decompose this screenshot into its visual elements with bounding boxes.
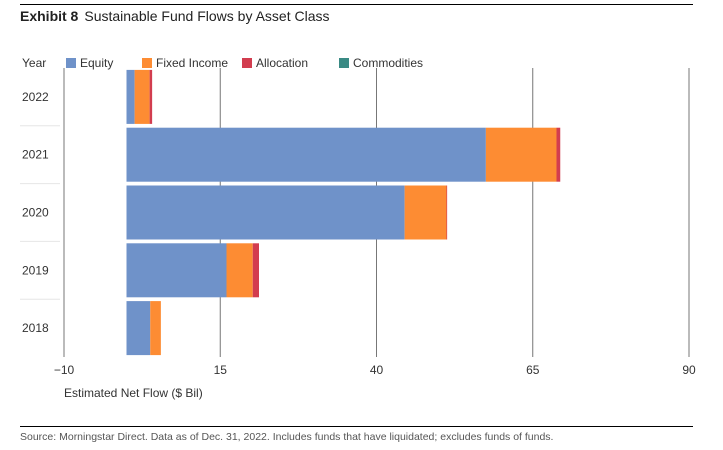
legend-swatch-commodities [339,58,349,68]
x-tick-label: 40 [370,363,384,377]
legend-swatch-fixed-income [142,58,152,68]
bar-equity-2022 [126,69,135,124]
y-tick-label: 2018 [22,321,49,335]
exhibit-label: Exhibit 8 [20,8,79,24]
bar-allocation-2021 [556,127,561,182]
exhibit-title: Sustainable Fund Flows by Asset Class [84,8,330,24]
x-tick-label: −10 [54,363,75,377]
title-rule [20,4,693,5]
chart-title: Exhibit 8 Sustainable Fund Flows by Asset… [20,8,329,24]
bar-allocation-2019 [252,243,259,298]
x-axis-label: Estimated Net Flow ($ Bil) [64,386,203,400]
bar-fixed-income-2021 [485,127,557,182]
legend-label-equity: Equity [80,56,113,70]
y-tick-label: 2019 [22,263,49,277]
footer-rule [20,426,693,427]
y-tick-label: 2021 [22,148,49,162]
bar-allocation-2022 [149,69,153,124]
x-tick-label: 15 [214,363,228,377]
bar-equity-2018 [126,301,151,356]
bar-equity-2021 [126,127,486,182]
bar-chart: −10 15 40 65 90 2022 2021 2020 2019 2018 Year Equit… [20,56,696,400]
bar-fixed-income-2019 [226,243,253,298]
bar-fixed-income-2022 [134,69,150,124]
legend-swatch-equity [66,58,76,68]
bar-allocation-2020 [446,185,448,240]
y-tick-label: 2020 [22,206,49,220]
y-axis-header: Year [22,56,46,70]
legend-swatch-allocation [242,58,252,68]
source-note: Source: Morningstar Direct. Data as of D… [20,431,554,443]
bar-equity-2019 [126,243,227,298]
bar-fixed-income-2020 [404,185,447,240]
x-tick-label: 90 [682,363,696,377]
legend-label-allocation: Allocation [256,56,308,70]
x-tick-label: 65 [526,363,540,377]
y-tick-label: 2022 [22,90,49,104]
bar-fixed-income-2018 [150,301,161,356]
legend-label-commodities: Commodities [353,56,423,70]
bar-equity-2020 [126,185,405,240]
legend-label-fixed-income: Fixed Income [156,56,228,70]
